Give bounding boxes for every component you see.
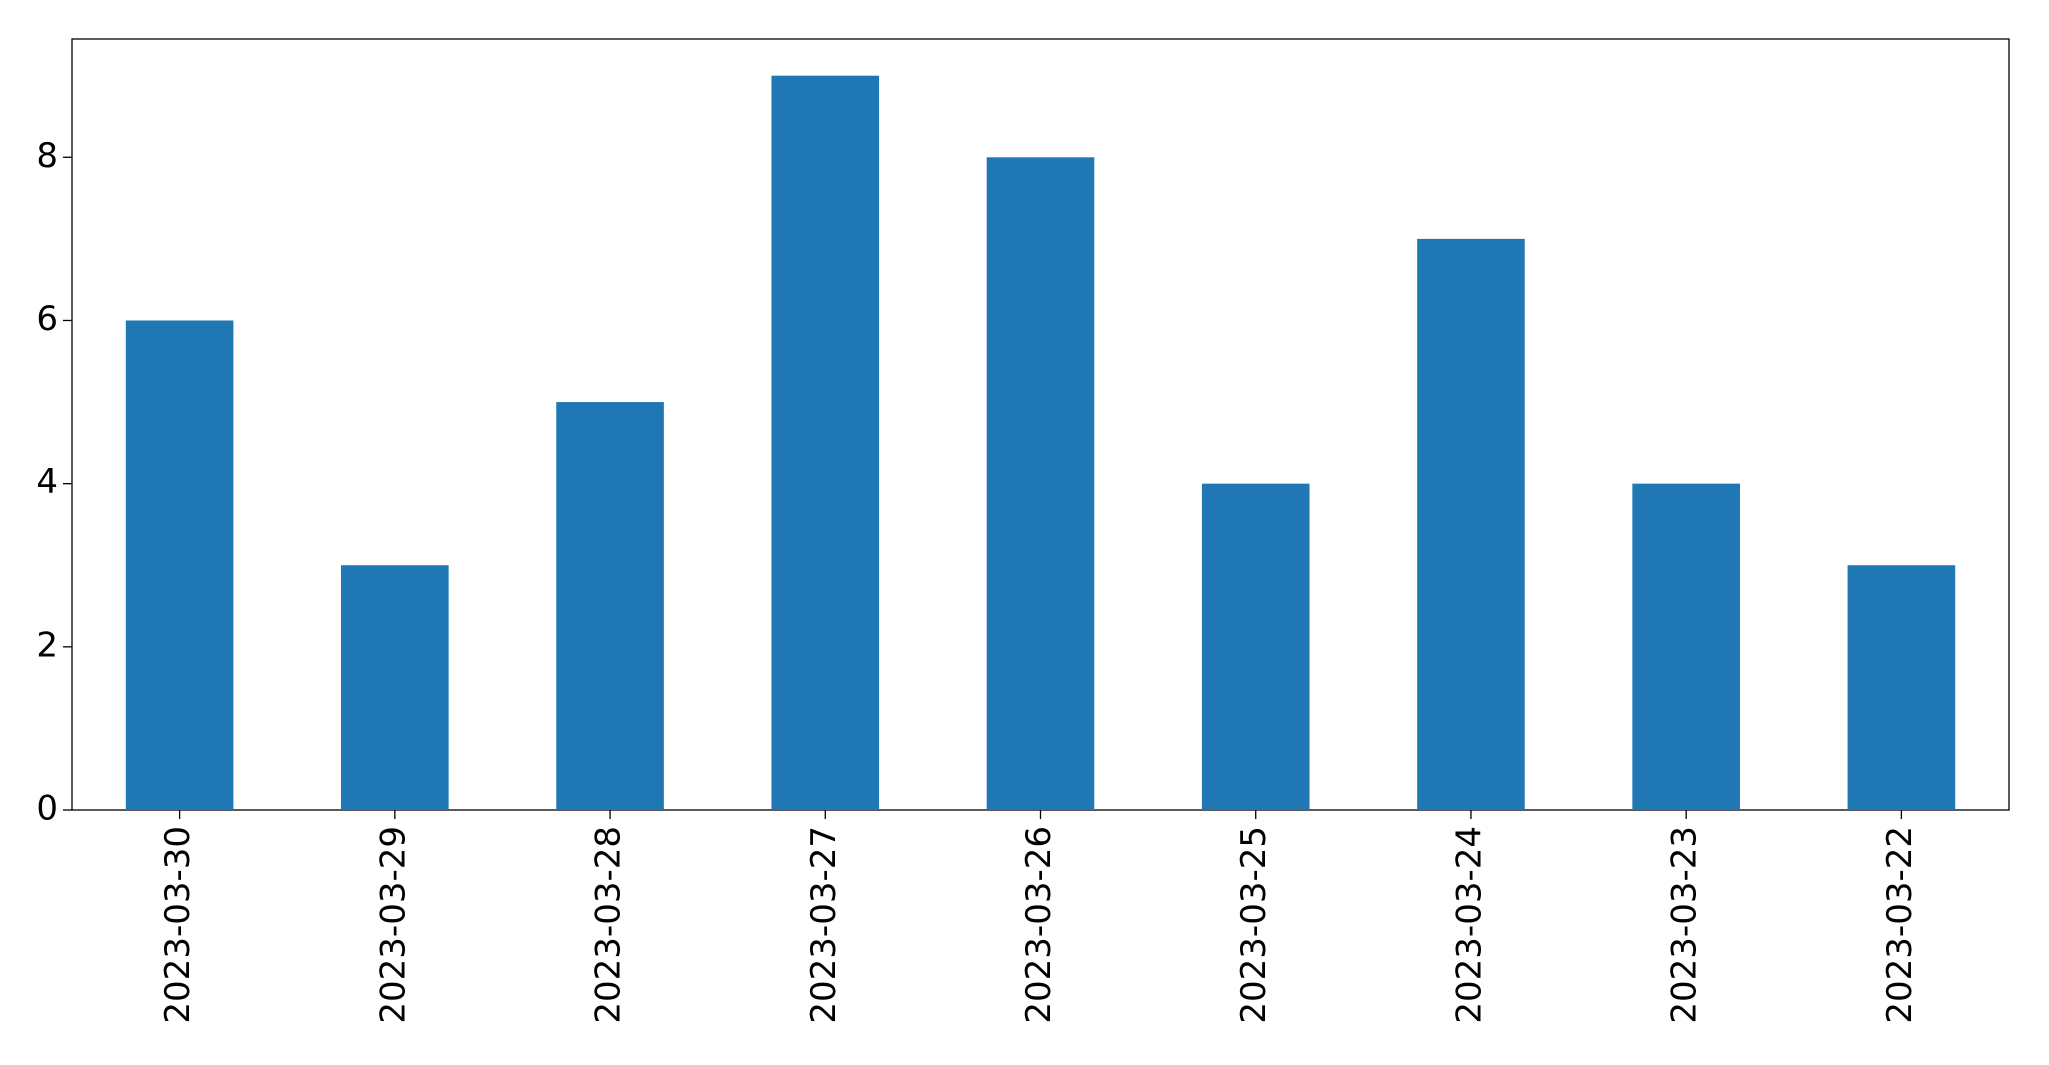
bar <box>341 565 449 810</box>
x-tick-label: 2023-03-27 <box>804 826 844 1024</box>
y-tick-label: 8 <box>36 136 58 176</box>
y-tick-label: 0 <box>36 789 58 829</box>
bar <box>986 157 1095 811</box>
x-tick-label: 2023-03-28 <box>589 826 629 1024</box>
x-tick-label: 2023-03-30 <box>158 826 198 1024</box>
y-tick-label: 4 <box>36 462 58 502</box>
bar <box>1201 483 1310 810</box>
bar <box>771 75 880 810</box>
bar <box>1417 238 1525 810</box>
x-tick-label: 2023-03-22 <box>1880 826 1920 1024</box>
bar <box>556 402 664 810</box>
bar <box>125 320 234 810</box>
x-tick-label: 2023-03-25 <box>1234 826 1274 1024</box>
x-tick-label: 2023-03-29 <box>373 826 413 1024</box>
x-tick-label: 2023-03-23 <box>1665 826 1705 1024</box>
x-tick-label: 2023-03-24 <box>1449 826 1489 1024</box>
bar <box>1847 565 1956 810</box>
y-tick-label: 2 <box>36 625 58 665</box>
x-tick-label: 2023-03-26 <box>1019 826 1059 1024</box>
y-tick-label: 6 <box>36 299 58 339</box>
bar <box>1632 483 1740 810</box>
